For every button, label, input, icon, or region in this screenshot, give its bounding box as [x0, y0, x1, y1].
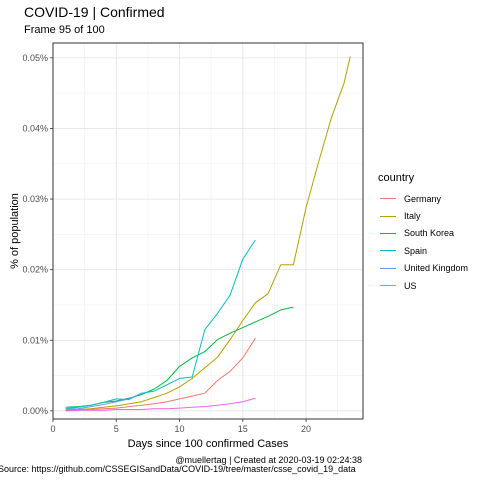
x-tick-label: 10 [175, 424, 185, 434]
x-tick-label: 5 [114, 424, 119, 434]
series-line-germany [66, 338, 256, 410]
legend-title: country [378, 172, 414, 184]
legend-label-spain: Spain [404, 246, 427, 256]
y-tick-label: 0.00% [22, 406, 48, 416]
y-tick-label: 0.02% [22, 265, 48, 275]
y-axis-label: % of population [9, 193, 21, 269]
y-tick-label: 0.04% [22, 123, 48, 133]
legend-label-us: US [404, 281, 417, 291]
legend-label-united-kingdom: United Kingdom [404, 263, 468, 273]
x-tick-label: 20 [301, 424, 311, 434]
caption-source: Source: https://github.com/CSSEGISandDat… [0, 464, 356, 474]
x-tick-label: 15 [238, 424, 248, 434]
legend-key-us [380, 285, 396, 286]
x-axis-ticks: 0 5 10 15 20 [50, 419, 311, 434]
legend-item-us: US [380, 277, 468, 294]
legend-item-spain: Spain [380, 242, 468, 259]
y-tick-label: 0.01% [22, 335, 48, 345]
legend-key-south-korea [380, 233, 396, 234]
series-lines [66, 56, 351, 411]
y-tick-label: 0.05% [22, 53, 48, 63]
minor-gridlines [53, 43, 363, 419]
plot-panel-border [53, 43, 363, 419]
legend-label-germany: Germany [404, 194, 441, 204]
series-line-spain [66, 240, 256, 409]
x-tick-label: 0 [50, 424, 55, 434]
legend-label-south-korea: South Korea [404, 228, 454, 238]
legend-item-united-kingdom: United Kingdom [380, 260, 468, 277]
legend-key-italy [380, 216, 396, 217]
legend-key-united-kingdom [380, 268, 396, 269]
legend-key-spain [380, 250, 396, 251]
legend: Germany Italy South Korea Spain United Kingd… [380, 190, 468, 294]
series-line-italy [66, 56, 351, 410]
legend-item-south-korea: South Korea [380, 225, 468, 242]
y-tick-label: 0.03% [22, 194, 48, 204]
legend-key-germany [380, 198, 396, 199]
major-gridlines [53, 43, 363, 419]
legend-item-italy: Italy [380, 207, 468, 224]
legend-label-italy: Italy [404, 211, 421, 221]
y-axis-ticks: 0.00% 0.01% 0.02% 0.03% 0.04% 0.05% [22, 53, 53, 416]
x-axis-label: Days since 100 confirmed Cases [128, 438, 289, 450]
legend-item-germany: Germany [380, 190, 468, 207]
